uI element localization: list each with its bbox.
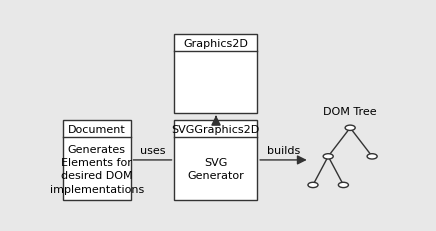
Text: SVG
Generator: SVG Generator	[187, 158, 244, 181]
Text: Generates
Elements for
desired DOM
implementations: Generates Elements for desired DOM imple…	[50, 144, 144, 194]
Circle shape	[338, 182, 348, 188]
Bar	[174, 35, 257, 113]
Bar	[174, 120, 257, 200]
Circle shape	[323, 154, 333, 159]
Text: Graphics2D: Graphics2D	[184, 39, 248, 49]
Text: SVGGraphics2D: SVGGraphics2D	[172, 124, 260, 134]
Text: DOM Tree: DOM Tree	[324, 106, 377, 116]
Circle shape	[367, 154, 377, 159]
Circle shape	[308, 182, 318, 188]
Bar	[63, 120, 130, 200]
Text: builds: builds	[267, 145, 300, 155]
Text: uses: uses	[140, 145, 165, 155]
Circle shape	[345, 126, 355, 131]
Text: Document: Document	[68, 124, 126, 134]
